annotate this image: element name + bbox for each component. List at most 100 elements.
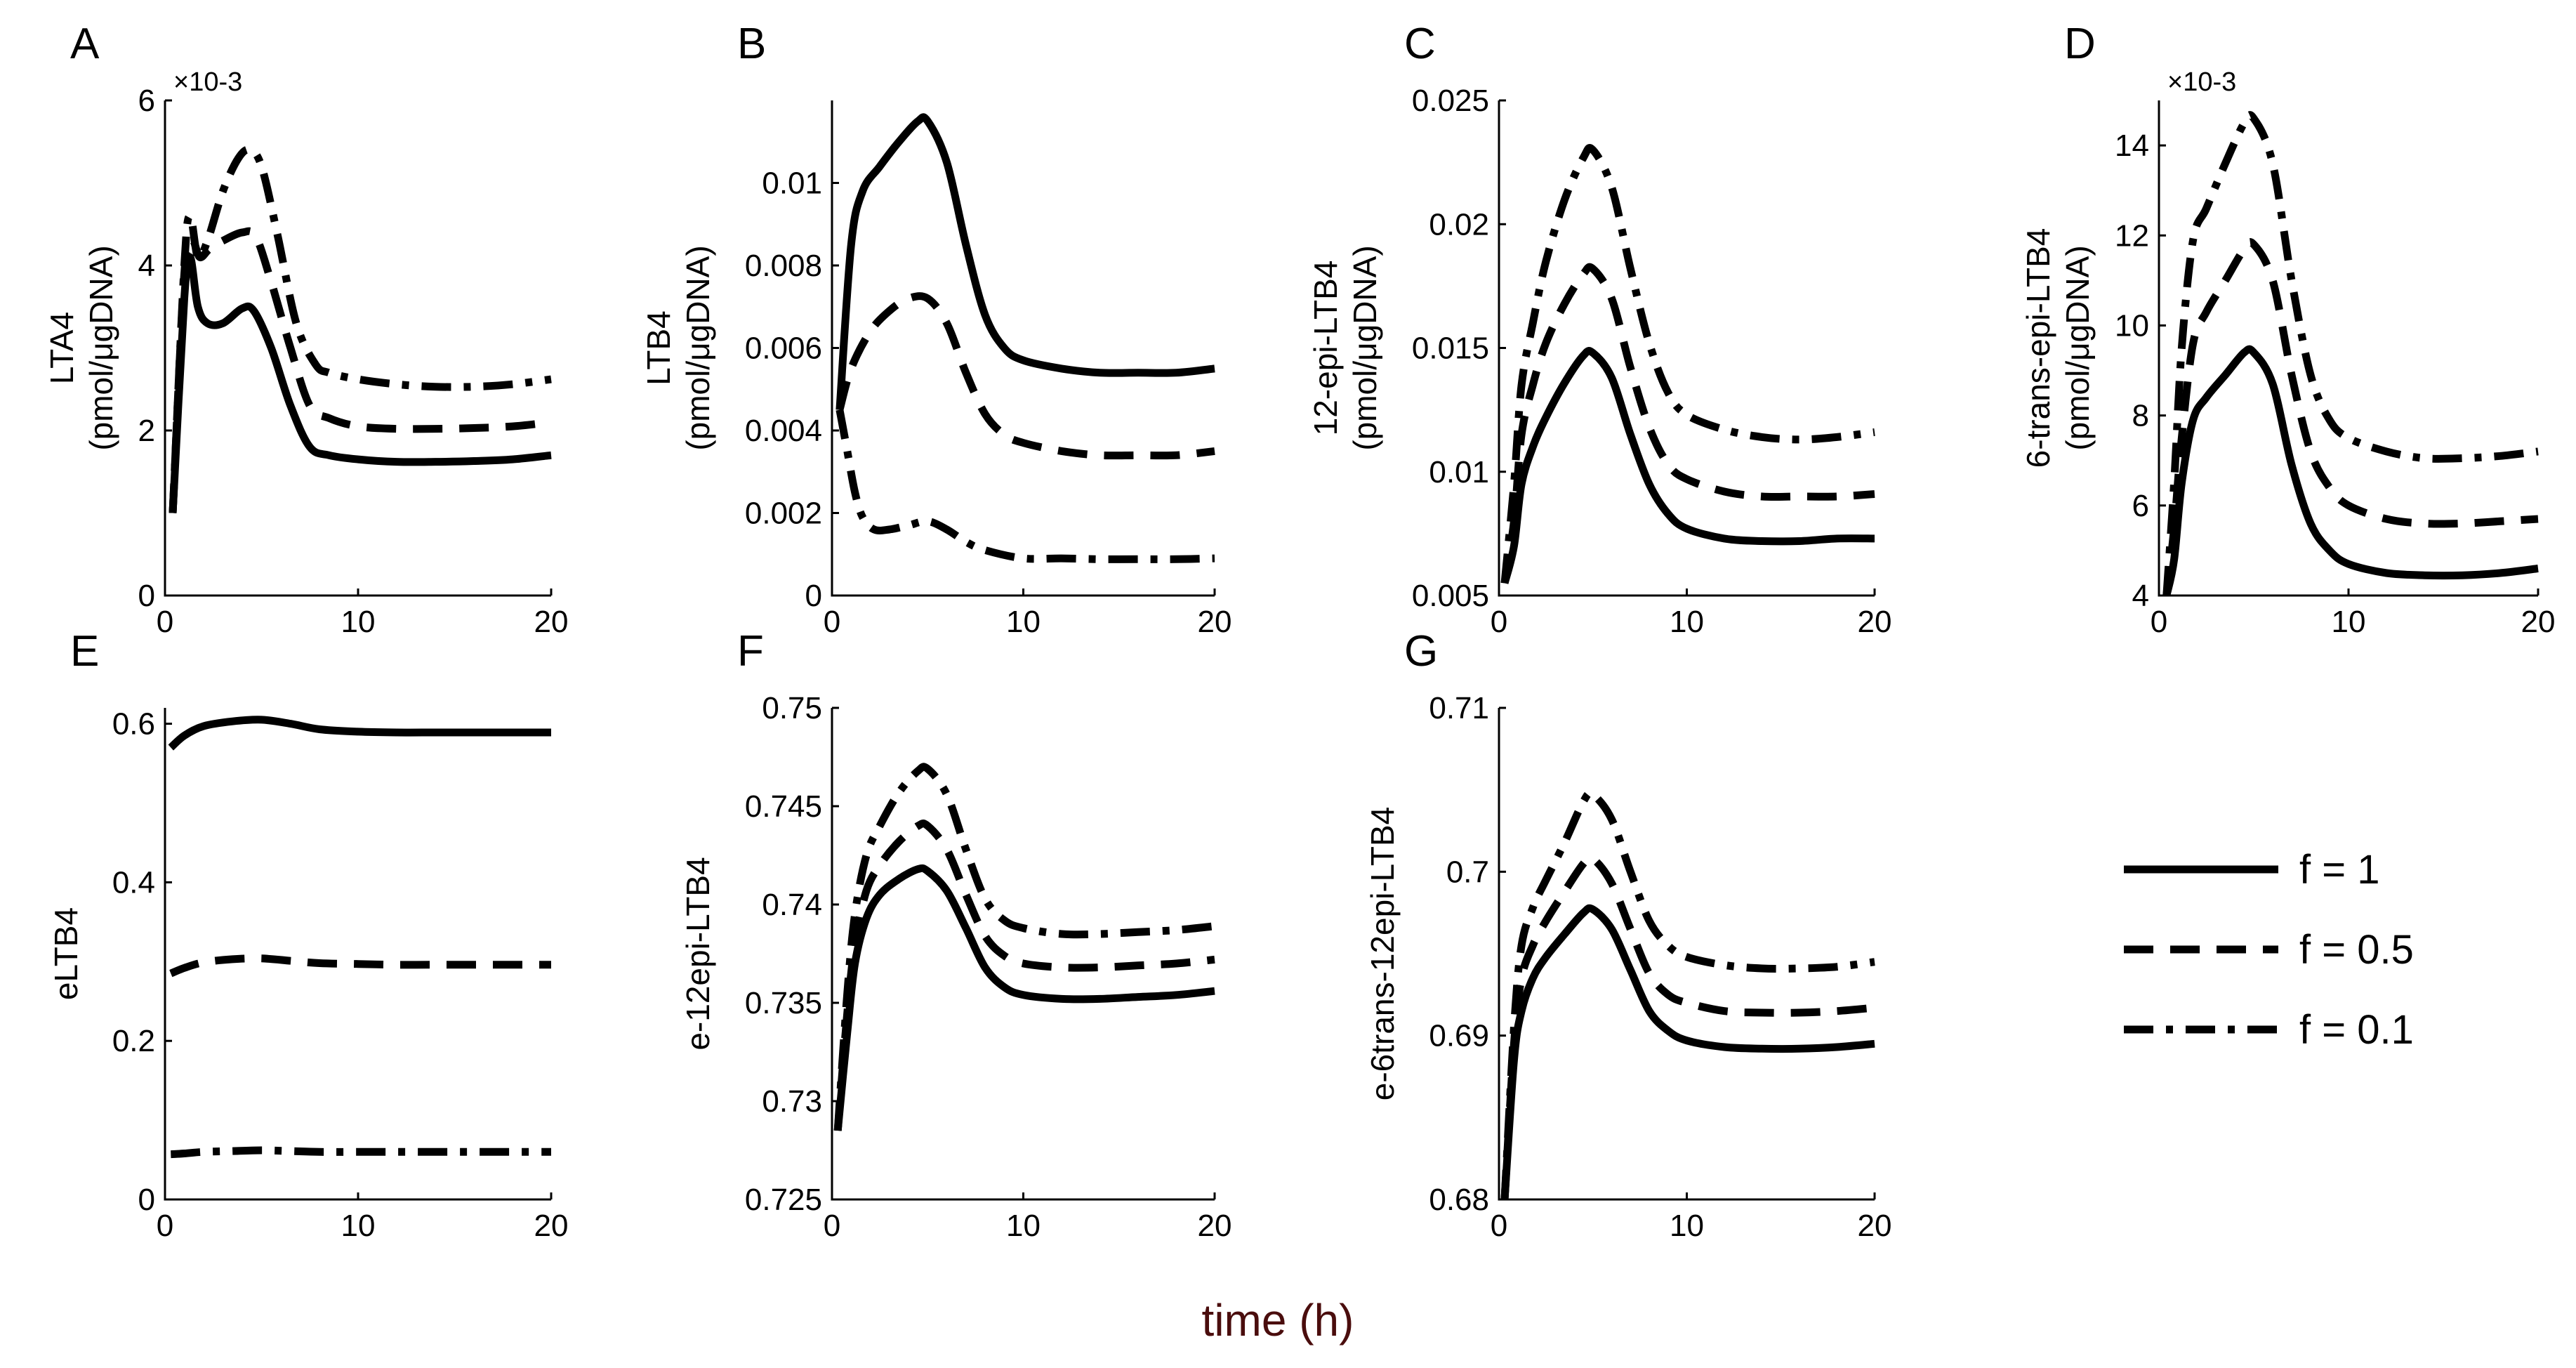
y-tick-label: 0.735	[745, 986, 822, 1020]
y-tick-label: 14	[2115, 129, 2149, 163]
axes	[164, 100, 551, 597]
x-tick-label: 20	[2521, 605, 2556, 639]
series-line-dashed	[2162, 238, 2539, 596]
series-line-solid	[833, 864, 1215, 1131]
x-tick-label: 20	[534, 605, 569, 639]
y-tick-label: 4	[138, 249, 155, 283]
y-axis-label: eLTB4	[48, 907, 84, 1000]
x-tick-label: 10	[341, 1209, 376, 1243]
y-axis-label: (pmol/μgDNA)	[2059, 245, 2096, 450]
panel-letter: C	[1404, 20, 1436, 68]
x-tick-label: 0	[1491, 1209, 1507, 1243]
series-line-solid	[1500, 347, 1875, 584]
series-line-dashdot	[833, 763, 1215, 1131]
y-tick-label: 0	[805, 579, 822, 613]
axes	[1498, 100, 1875, 597]
y-tick-label: 0.005	[1412, 579, 1489, 613]
series-line-dashdot	[171, 1146, 551, 1159]
x-tick-label: 20	[1198, 1209, 1232, 1243]
series-line-solid	[1500, 904, 1875, 1200]
x-tick-label: 20	[1858, 1209, 1892, 1243]
y-tick-label: 0.71	[1429, 691, 1489, 725]
y-axis-label: (pmol/μgDNA)	[83, 245, 119, 450]
y-axis-label: e-6trans-12epi-LTB4	[1364, 807, 1401, 1100]
series-line-dashed	[169, 954, 551, 978]
x-tick-label: 10	[1670, 1209, 1704, 1243]
y-tick-label: 10	[2115, 308, 2149, 343]
y-tick-label: 0.68	[1429, 1183, 1489, 1217]
y-axis-label: 12-epi-LTB4	[1307, 261, 1344, 436]
x-tick-label: 20	[1198, 605, 1232, 639]
series-line-solid	[835, 113, 1215, 410]
y-tick-label: 8	[2132, 399, 2149, 433]
series-line-dashed	[1500, 853, 1875, 1200]
series-line-dashdot	[2162, 111, 2539, 596]
y-tick-label: 0.025	[1412, 84, 1489, 118]
panel-letter: D	[2064, 20, 2096, 68]
y-tick-label: 0.002	[745, 496, 822, 531]
series-line-solid	[168, 716, 551, 751]
legend-label: f = 1	[2299, 847, 2379, 893]
panel-b: 0 10 20 0 0.002 0.004 0.006 0.008 0.01 B LTB4 (pmol…	[640, 20, 1231, 639]
y-tick-label: 0	[138, 1183, 155, 1217]
x-tick-label: 10	[341, 605, 376, 639]
y-tick-label: 0.745	[745, 789, 822, 824]
panel-f: 0 10 20 0.725 0.73 0.735 0.74 0.745 0.75 Fe-12epi…	[680, 627, 1231, 1243]
x-tick-label: 10	[2332, 605, 2366, 639]
x-tick-label: 0	[824, 605, 840, 639]
series-line-dashdot	[1500, 144, 1875, 584]
series-line-dashed	[169, 227, 552, 513]
panel-letter: F	[737, 627, 764, 676]
y-tick-label: 0.7	[1446, 855, 1489, 889]
axes	[831, 100, 1215, 597]
series-line-dashed	[1500, 263, 1875, 584]
y-tick-label: 0.006	[745, 331, 822, 366]
y-tick-label: 0.01	[762, 166, 822, 201]
y-axis-label: e-12epi-LTB4	[680, 857, 716, 1050]
y-tick-label: 0.73	[762, 1084, 822, 1119]
panel-letter: E	[70, 627, 99, 676]
y-tick-label: 0.015	[1412, 331, 1489, 366]
y-axis-label: 6-trans-epi-LTB4	[2020, 228, 2056, 468]
y-axis-label: LTA4	[44, 312, 80, 384]
panel-letter: B	[737, 20, 766, 68]
y-axis-label: (pmol/μgDNA)	[1347, 245, 1383, 450]
y-tick-label: 12	[2115, 218, 2149, 253]
y-tick-label: 0	[138, 579, 155, 613]
y-tick-label: 0.725	[745, 1183, 822, 1217]
x-tick-label: 0	[157, 1209, 173, 1243]
panel-d: 0 10 20 4 6 8 10 12 14 ×10-3 D 6-trans-epi-LTB4 (pmo…	[2020, 20, 2555, 639]
series-line-solid	[2162, 345, 2539, 597]
x-tick-label: 10	[1006, 1209, 1041, 1243]
axis-exponent: ×10-3	[2167, 67, 2236, 97]
y-tick-label: 0.01	[1429, 455, 1489, 489]
y-tick-label: 0.008	[745, 249, 822, 283]
x-tick-label: 10	[1006, 605, 1041, 639]
y-tick-label: 0.69	[1429, 1019, 1489, 1053]
x-tick-label: 20	[1858, 605, 1892, 639]
y-tick-label: 0.4	[112, 865, 155, 900]
panel-c: 0 10 20 0.005 0.01 0.015 0.02 0.025 C 12-epi-LTB4…	[1307, 20, 1891, 639]
series-line-dashed	[835, 292, 1215, 460]
panel-g: 0 10 20 0.68 0.69 0.7 0.71 Ge-6trans-12epi-LTB4	[1364, 627, 1891, 1243]
x-tick-label: 20	[534, 1209, 569, 1243]
axes	[1498, 708, 1875, 1201]
y-tick-label: 6	[138, 84, 155, 118]
x-tick-label: 0	[2151, 605, 2167, 639]
axes	[831, 708, 1215, 1201]
y-tick-label: 0.2	[112, 1024, 155, 1058]
x-tick-label: 0	[824, 1209, 840, 1243]
x-tick-label: 0	[157, 605, 173, 639]
y-tick-label: 0.004	[745, 414, 822, 448]
legend-label: f = 0.1	[2299, 1007, 2414, 1053]
y-tick-label: 0.75	[762, 691, 822, 725]
panel-letter: A	[70, 20, 100, 68]
series-line-dashdot	[835, 409, 1215, 563]
axes	[164, 708, 551, 1201]
panel-a: 0 10 20 0 2 4 6 ×10-3 A LTA4 (pmol/μgDNA)	[44, 20, 568, 639]
y-axis-label: (pmol/μgDNA)	[680, 245, 716, 450]
panel-letter: G	[1404, 627, 1438, 676]
